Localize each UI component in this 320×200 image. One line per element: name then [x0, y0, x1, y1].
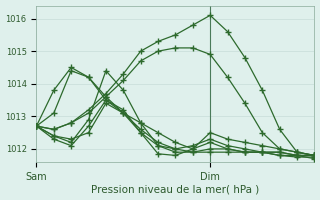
X-axis label: Pression niveau de la mer( hPa ): Pression niveau de la mer( hPa )	[91, 184, 260, 194]
